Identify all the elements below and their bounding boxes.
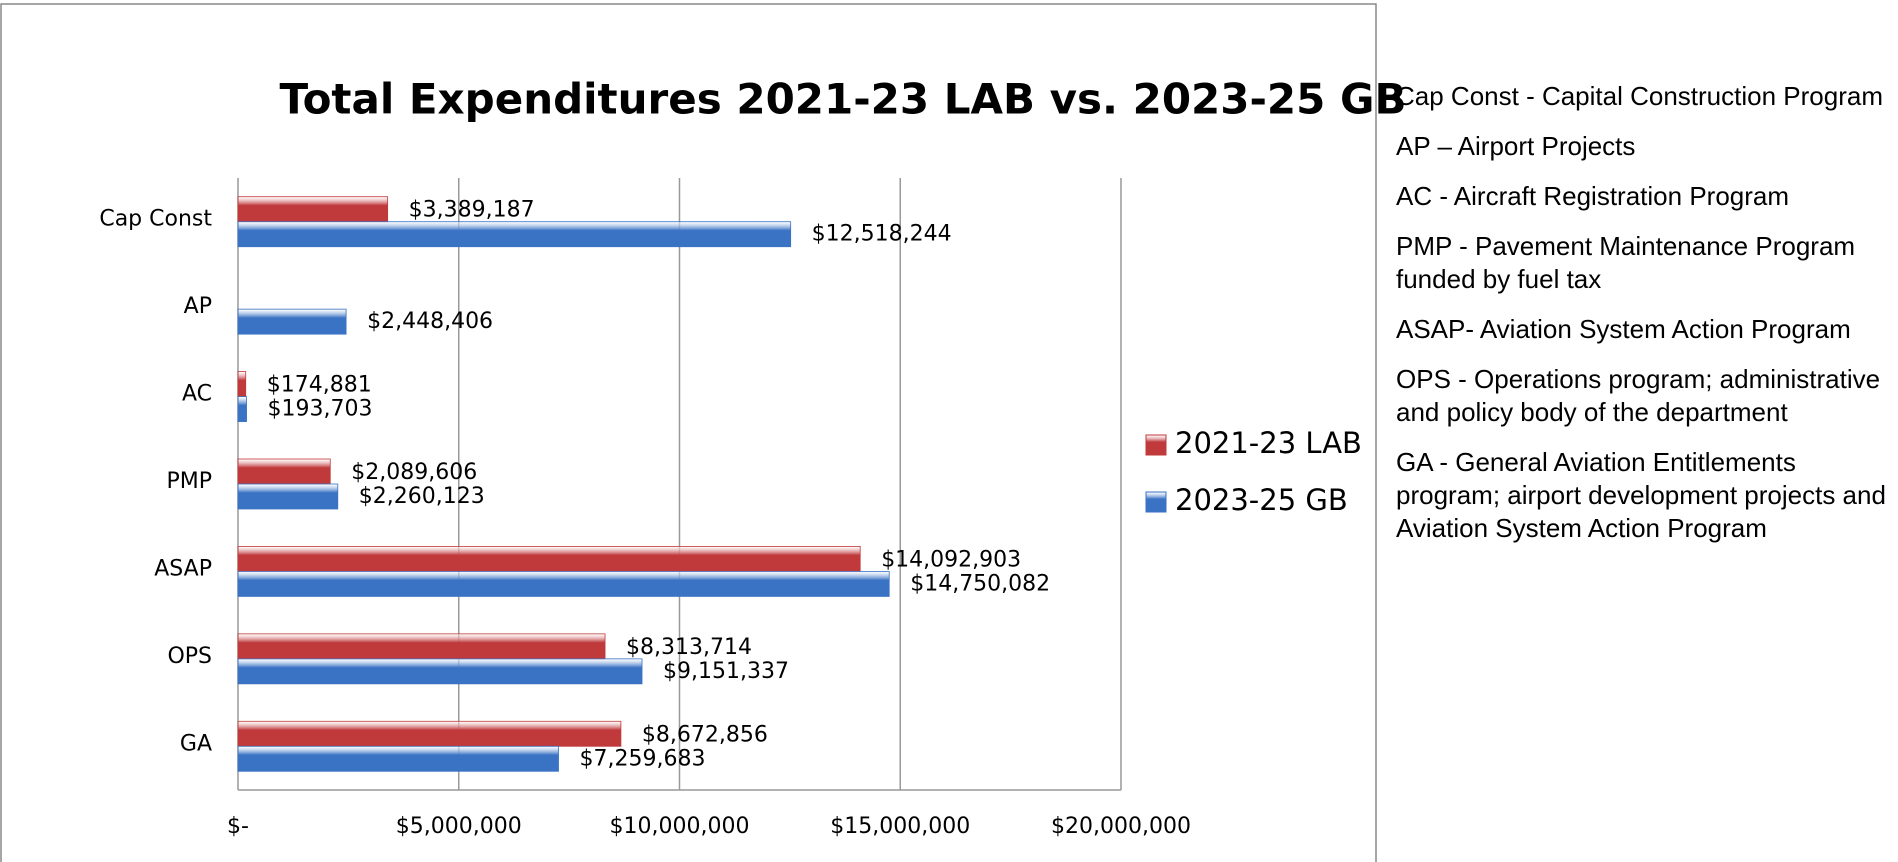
x-tick-label: $5,000,000 xyxy=(396,814,522,839)
data-label: $2,089,606 xyxy=(351,460,477,485)
y-tick-label: AC xyxy=(182,382,212,407)
bar xyxy=(237,745,559,772)
chart-title: Total Expenditures 2021-23 LAB vs. 2023-… xyxy=(280,75,1407,124)
bar-group xyxy=(237,483,339,510)
data-label: $7,259,683 xyxy=(580,746,706,771)
notes: Cap Const - Capital Construction Program… xyxy=(1396,80,1886,562)
bar xyxy=(237,308,347,335)
data-label: $8,672,856 xyxy=(642,722,768,747)
bar-group xyxy=(237,196,389,223)
bar xyxy=(237,483,339,510)
y-tick-label: GA xyxy=(180,731,212,756)
bar-group xyxy=(237,745,559,772)
legend-label: 2023-25 GB xyxy=(1175,483,1348,517)
bar xyxy=(237,571,890,597)
bar xyxy=(237,633,606,660)
bar-group xyxy=(237,396,247,422)
data-label: $3,389,187 xyxy=(409,198,535,223)
legend-swatch xyxy=(1145,434,1167,456)
data-label: $193,703 xyxy=(268,397,373,422)
bar xyxy=(237,658,643,685)
data-label: $174,881 xyxy=(267,373,372,398)
y-tick-label: PMP xyxy=(166,469,212,494)
bar-group xyxy=(237,221,792,248)
bar xyxy=(237,546,861,572)
note: AP – Airport Projects xyxy=(1396,131,1636,161)
y-tick-label: OPS xyxy=(167,644,212,669)
bar xyxy=(237,221,792,248)
note: AC - Aircraft Registration Program xyxy=(1396,181,1790,211)
y-tick-label: ASAP xyxy=(154,556,212,581)
data-label: $14,092,903 xyxy=(881,547,1021,572)
chart-border xyxy=(0,3,1377,862)
legend-label: 2021-23 LAB xyxy=(1175,426,1362,460)
data-label: $2,260,123 xyxy=(359,484,485,509)
data-label: $9,151,337 xyxy=(663,659,789,684)
bar-group xyxy=(237,633,606,660)
bar xyxy=(237,196,389,223)
x-tick-label: $20,000,000 xyxy=(1051,814,1191,839)
legend-swatch xyxy=(1145,491,1167,513)
data-label: $2,448,406 xyxy=(367,309,493,334)
data-label: $8,313,714 xyxy=(626,635,752,660)
bar xyxy=(237,720,622,747)
bar xyxy=(237,396,247,422)
data-label: $14,750,082 xyxy=(910,571,1050,596)
bar-group xyxy=(237,546,861,572)
y-tick-label: AP xyxy=(184,294,212,319)
bar-group xyxy=(237,458,331,485)
bar-group xyxy=(237,371,247,397)
bar-group xyxy=(237,720,622,747)
bar xyxy=(237,458,331,485)
bar-group xyxy=(237,658,643,685)
note: PMP - Pavement Maintenance Program funde… xyxy=(1396,231,1856,294)
x-tick-label: $- xyxy=(227,814,249,839)
y-tick-label: Cap Const xyxy=(99,207,212,232)
note: OPS - Operations program; administrative… xyxy=(1396,364,1881,427)
bar-group xyxy=(237,571,890,597)
note: GA - General Aviation Entitlements progr… xyxy=(1396,447,1886,543)
x-tick-label: $10,000,000 xyxy=(610,814,750,839)
bar xyxy=(237,371,247,397)
bar-group xyxy=(237,308,347,335)
data-label: $12,518,244 xyxy=(812,222,952,247)
note: ASAP- Aviation System Action Program xyxy=(1396,314,1851,344)
note: Cap Const - Capital Construction Program xyxy=(1396,81,1883,111)
x-tick-label: $15,000,000 xyxy=(830,814,970,839)
